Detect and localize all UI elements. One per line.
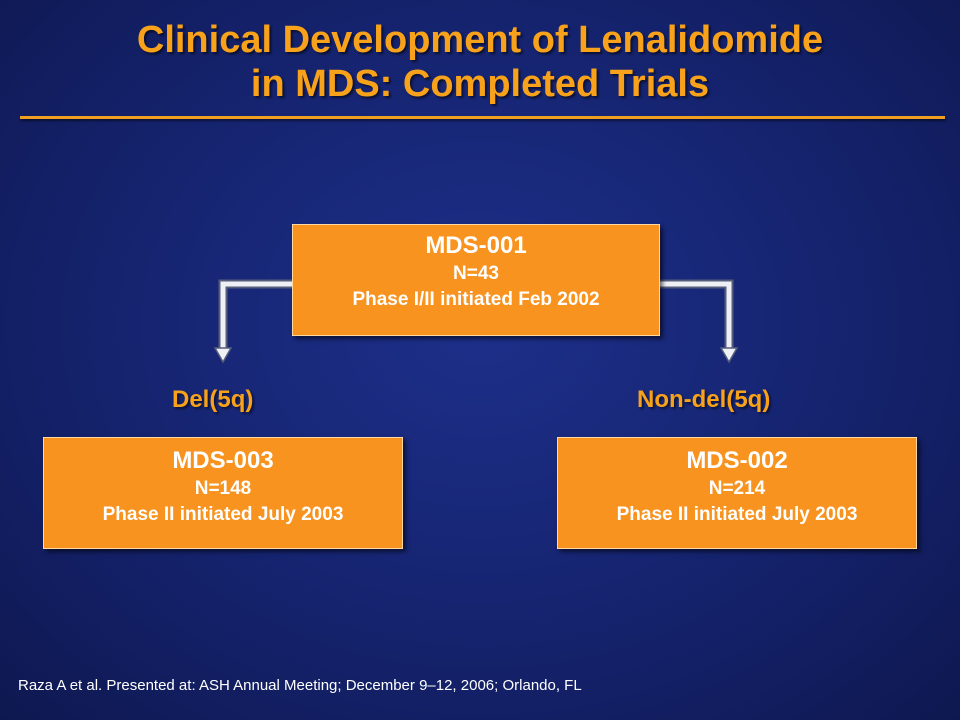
arrow-down-icon (719, 347, 739, 364)
trial-n: N=214 (708, 478, 766, 499)
title-line-1: Clinical Development of Lenalidomide (136, 19, 824, 61)
trial-box-mds-001: MDS-001 N=43 Phase I/II initiated Feb 20… (292, 224, 660, 336)
trial-n: N=148 (194, 478, 252, 499)
arrow-down-icon (213, 347, 233, 364)
trial-name: MDS-001 (425, 232, 527, 259)
trial-box-mds-003: MDS-003 N=148 Phase II initiated July 20… (43, 437, 403, 549)
title-divider (20, 116, 945, 119)
trial-box-mds-002: MDS-002 N=214 Phase II initiated July 20… (557, 437, 917, 549)
branch-label-del5q: Del(5q) (172, 386, 254, 413)
connector-right (660, 279, 739, 364)
title-line-2: in MDS: Completed Trials (250, 63, 710, 105)
trial-name: MDS-003 (172, 447, 274, 474)
trial-phase: Phase II initiated July 2003 (616, 504, 858, 525)
slide-title: Clinical Development of Lenalidomide in … (0, 18, 960, 106)
trial-phase: Phase I/II initiated Feb 2002 (352, 289, 600, 310)
branch-label-non-del5q: Non-del(5q) (637, 386, 771, 413)
trial-name: MDS-002 (686, 447, 788, 474)
connector-left (213, 279, 292, 364)
trial-phase: Phase II initiated July 2003 (102, 504, 344, 525)
trial-n: N=43 (453, 263, 499, 284)
citation-footnote: Raza A et al. Presented at: ASH Annual M… (18, 677, 582, 694)
